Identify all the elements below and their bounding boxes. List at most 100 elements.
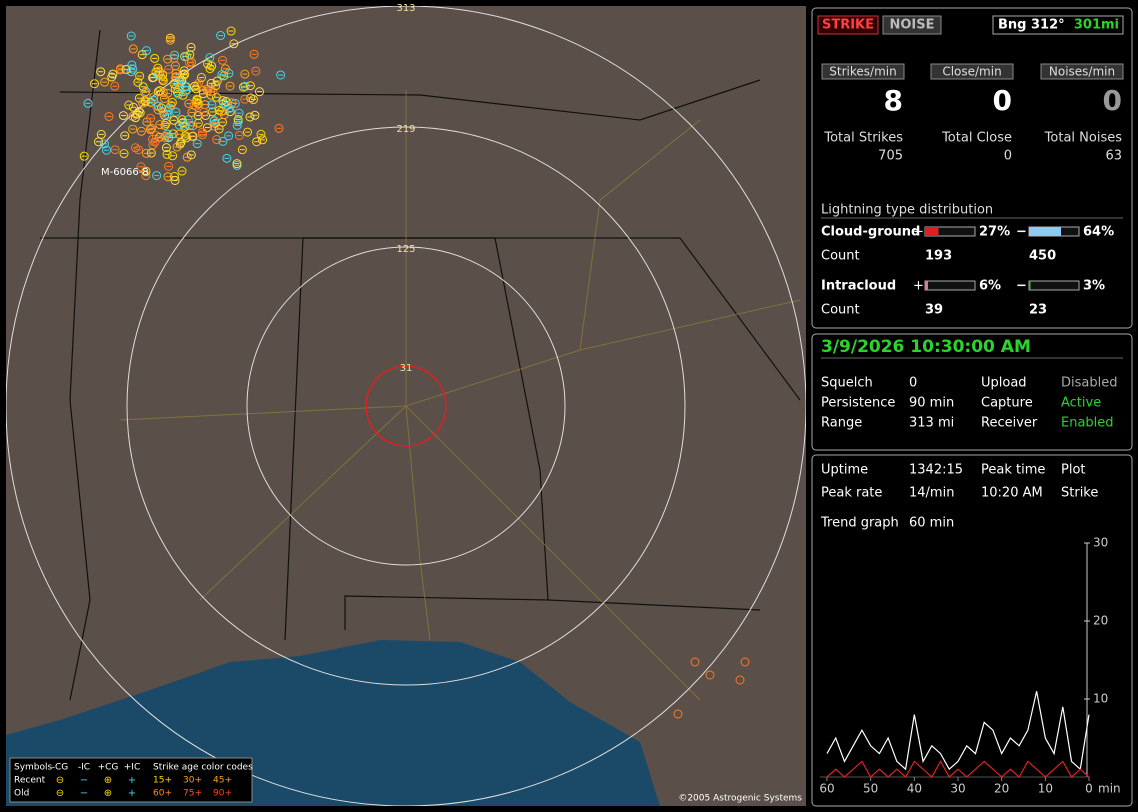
strike-symbol [168,151,178,161]
strike-symbol [254,87,264,97]
strike-symbol [104,112,114,122]
strike-symbol [133,77,143,87]
label: 0 [909,376,917,391]
label: Strike age color codes [153,763,253,773]
strike-symbol [161,118,171,128]
strike-symbol [176,137,186,147]
strike-symbol [170,61,180,71]
ring-label: 219 [396,124,415,135]
strike-symbol [209,121,219,131]
label: − [80,775,88,786]
strike-symbol [173,89,183,99]
strike-symbol [170,84,180,94]
strike-symbol [94,137,104,147]
strike-symbol [154,101,163,111]
strike-symbol [160,133,170,143]
strike-symbol [184,58,194,68]
strike-symbol [207,100,217,110]
label: 3% [1083,279,1105,294]
label: -CG [52,763,69,773]
x-tick-label: 0 [1085,782,1093,796]
label: Count [821,249,860,264]
strike-symbol [211,81,221,91]
label: Symbols [14,763,53,773]
label: Upload [981,376,1027,391]
strike-symbol [190,81,200,91]
strike-symbol [245,112,255,122]
strike-symbol [222,153,232,163]
strike-symbol [158,70,168,80]
strike-symbol [258,135,268,145]
strike-symbol [158,87,168,97]
strike-symbol [137,50,147,60]
panel [811,454,1133,807]
strike-symbol [110,145,120,155]
strike-symbol [141,148,151,158]
label: 60+ [153,789,172,799]
x-tick-label: 40 [907,782,922,796]
label: +CG [98,763,119,773]
label: 6% [979,279,1001,294]
strike-symbol [227,98,237,108]
x-axis-label: min [1098,782,1121,796]
strike-symbol [740,657,750,667]
y-tick-label: 30 [1093,536,1108,550]
label: 0 [1004,149,1012,164]
strike-symbol [128,124,138,134]
strike-symbol [232,120,242,130]
strike-symbol [121,64,131,74]
strike-symbol [206,84,216,94]
strike-symbol [140,88,150,98]
strike-symbol [163,54,173,64]
label: Intracloud [821,279,896,294]
bar [1029,281,1031,290]
strike-symbol [136,126,146,136]
label: ⊖ [56,775,64,786]
strike-symbol [209,116,219,126]
strike-symbol [165,35,175,45]
strike-symbol [232,159,242,169]
strike-symbol [179,66,189,76]
trend-line [826,760,1090,778]
strike-symbol [234,108,244,118]
bar-track [924,280,976,291]
label: Disabled [1061,376,1117,391]
label: Active [1061,396,1101,411]
strike-symbol [225,81,235,91]
range-rings [6,6,806,806]
noise-button[interactable] [882,15,942,35]
strike-symbol [245,81,255,91]
strike-symbol [197,127,207,137]
label: -IC [78,763,90,773]
strike-symbol [163,172,173,182]
strike-symbol [158,76,168,86]
label: 90 min [909,396,954,411]
strike-symbol [177,166,187,176]
label: Trend graph [820,516,899,531]
label: + [913,225,924,240]
strike-symbol [208,86,218,96]
label: 27% [979,225,1010,240]
strike-symbol [191,84,201,94]
strike-symbol [219,71,229,81]
strike-symbol [218,55,228,65]
rate-header [1040,63,1124,80]
label: Range [821,416,862,431]
strike-symbol [150,137,160,147]
strike-symbol [221,97,231,107]
strike-symbol [169,79,179,89]
strike-symbol [134,145,144,155]
label: 23 [1029,303,1047,318]
label: 3/9/2026 10:30:00 AM [821,337,1031,357]
strike-button[interactable] [817,15,879,35]
strike-symbol [218,136,228,146]
panel [811,7,1133,329]
strike-symbol [141,87,151,97]
strike-symbol [102,145,112,155]
strike-symbol [83,98,93,108]
label: 14/min [909,486,954,501]
label: Noises/min [1049,65,1115,79]
strike-symbol [149,95,159,105]
strike-symbol [146,113,156,123]
